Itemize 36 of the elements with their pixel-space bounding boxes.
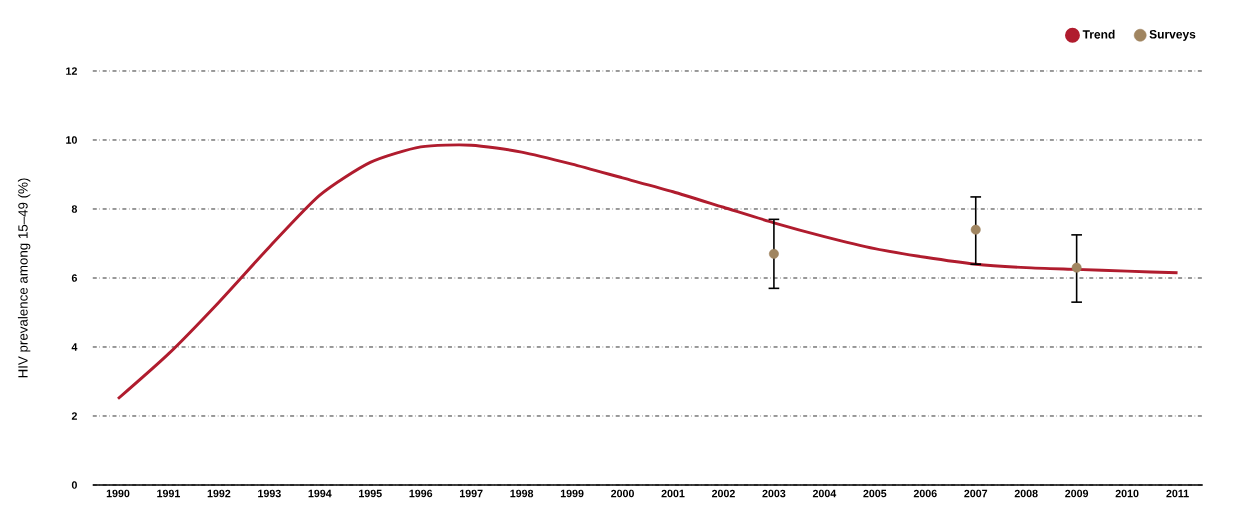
point [970, 224, 981, 235]
y-tick-label: 0 [71, 481, 77, 489]
y-tick-label: 12 [66, 67, 77, 75]
x-tick-label: 2011 [1166, 489, 1189, 498]
x-tick-label: 1997 [459, 489, 483, 498]
point [1071, 262, 1082, 273]
x-tick-label: 2003 [762, 489, 786, 498]
x-tick-label: 2000 [611, 489, 634, 498]
point [768, 248, 779, 259]
x-tick-label: 2005 [863, 489, 887, 498]
x-tick-label: 2004 [812, 489, 837, 498]
x-tick-label: 1993 [258, 489, 281, 498]
y-tick-label: 4 [71, 343, 78, 351]
x-tick-label: 2008 [1014, 489, 1038, 498]
x-tick-label: 1999 [560, 489, 584, 498]
x-tick-label: 2009 [1065, 489, 1089, 498]
y-tick-label: 10 [66, 136, 77, 144]
x-tick-label: 1990 [106, 489, 130, 498]
x-tick-label: 1994 [308, 489, 332, 498]
x-tick-label: 2010 [1115, 489, 1139, 498]
y-tick-label: 6 [71, 274, 78, 282]
x-tick-label: 1998 [510, 489, 534, 498]
x-tick-label: 1992 [207, 489, 231, 498]
x-tick-label: 2006 [913, 489, 937, 498]
y-tick-label: 2 [71, 412, 77, 420]
x-tick-label: 2002 [711, 489, 735, 498]
x-tick-label: 1991 [157, 489, 181, 498]
x-tick-label: 2001 [661, 489, 685, 498]
y-axis-title: HIV prevalence among 15–49 (%) [17, 178, 31, 378]
x-tick-label: 2007 [964, 489, 988, 498]
x-tick-label: 1995 [359, 489, 382, 498]
y-tick-label: 8 [71, 205, 78, 213]
legend-label: Surveys [1149, 30, 1196, 41]
x-tick-label: 1996 [409, 489, 433, 498]
legend-label: Trend [1082, 29, 1115, 39]
line-series [116, 143, 1180, 401]
